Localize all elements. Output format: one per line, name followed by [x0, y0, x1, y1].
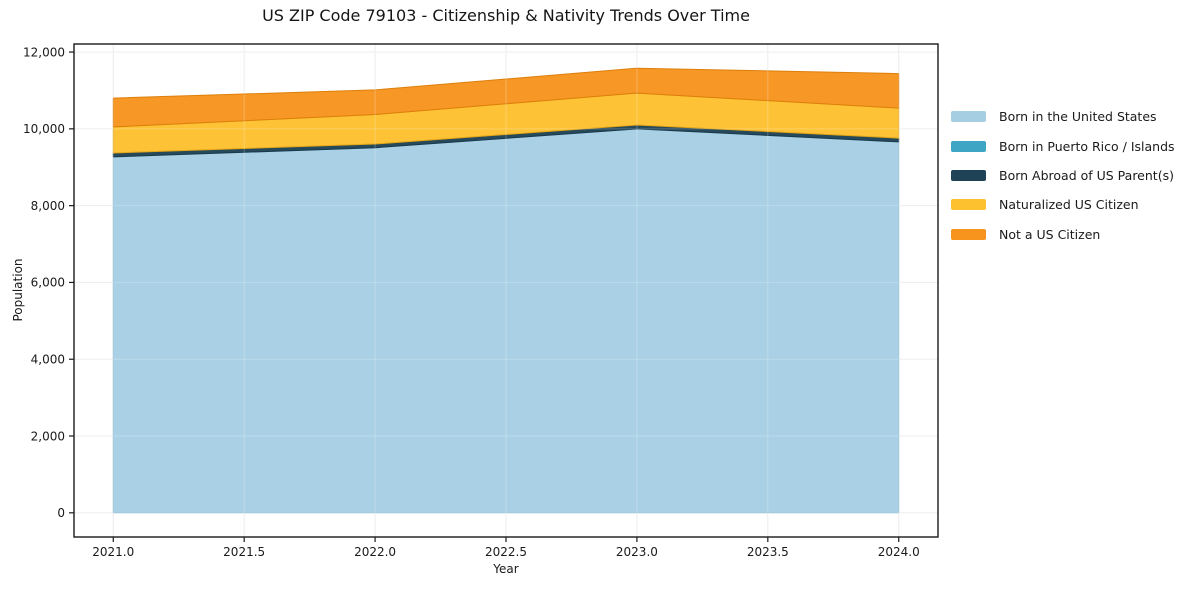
- legend-label: Not a US Citizen: [999, 226, 1101, 242]
- legend-swatch: [951, 111, 986, 123]
- legend-label: Born in the United States: [999, 109, 1157, 125]
- legend-item: Born in Puerto Rico / Islands: [951, 131, 1175, 160]
- x-tick-label: 2022.0: [354, 545, 396, 559]
- y-tick-label: 2,000: [31, 429, 65, 443]
- legend-item: Born Abroad of US Parent(s): [951, 161, 1175, 190]
- legend-item: Not a US Citizen: [951, 220, 1175, 249]
- legend-item: Born in the United States: [951, 102, 1175, 131]
- legend-swatch: [951, 199, 986, 211]
- legend-swatch: [951, 169, 986, 181]
- y-axis-label: Population: [11, 258, 25, 322]
- y-tick-label: 0: [57, 506, 65, 520]
- y-tick-label: 6,000: [31, 276, 65, 290]
- legend-item: Naturalized US Citizen: [951, 190, 1175, 219]
- x-tick-label: 2021.5: [223, 545, 265, 559]
- area-series-4: [112, 67, 900, 128]
- legend-label: Born in Puerto Rico / Islands: [999, 138, 1175, 154]
- x-axis-label: Year: [493, 562, 519, 576]
- x-tick-label: 2023.0: [616, 545, 658, 559]
- x-tick-label: 2021.0: [92, 545, 134, 559]
- axis-ticks: 2021.0 2021.5 2022.0 2022.5 2023.0 2023.5 2024…: [23, 45, 920, 559]
- x-tick-label: 2024.0: [878, 545, 920, 559]
- y-tick-label: 8,000: [31, 199, 65, 213]
- gridlines-overlay: [74, 44, 938, 537]
- x-tick-label: 2023.5: [747, 545, 789, 559]
- y-tick-label: 12,000: [23, 45, 65, 59]
- legend-swatch: [951, 228, 986, 240]
- legend: Born in the United States Born in Puerto…: [951, 102, 1175, 249]
- chart-title: US ZIP Code 79103 - Citizenship & Nativi…: [262, 6, 750, 25]
- y-tick-label: 4,000: [31, 353, 65, 367]
- x-tick-label: 2022.5: [485, 545, 527, 559]
- stacked-areas: [112, 67, 900, 514]
- legend-label: Born Abroad of US Parent(s): [999, 167, 1174, 183]
- y-tick-label: 10,000: [23, 122, 65, 136]
- legend-swatch: [951, 140, 986, 152]
- legend-label: Naturalized US Citizen: [999, 197, 1139, 213]
